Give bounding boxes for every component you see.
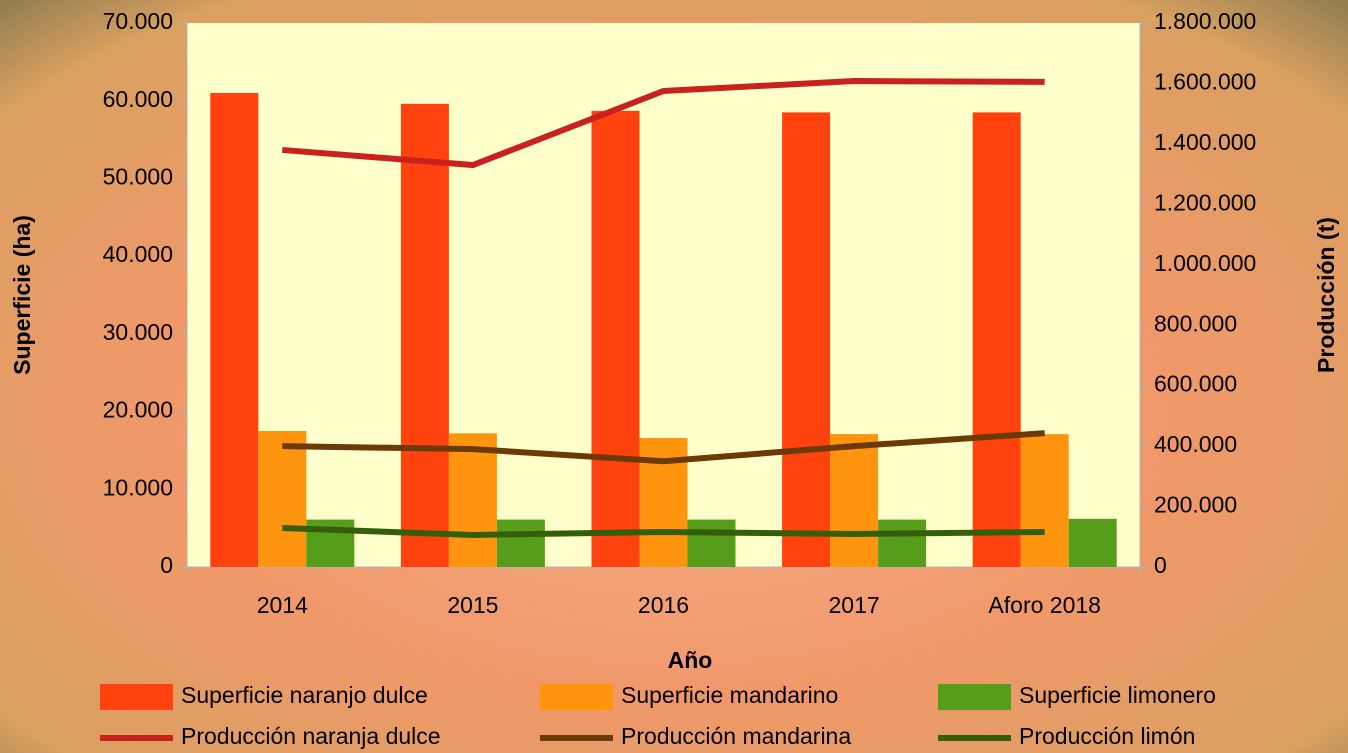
- bar: [1069, 519, 1117, 567]
- y-tick-label: 40.000: [103, 241, 173, 267]
- y2-tick-label: 200.000: [1154, 492, 1237, 518]
- legend-label: Superficie mandarino: [621, 682, 838, 708]
- x-tick-label: Aforo 2018: [988, 592, 1101, 618]
- y-axis-title: Superficie (ha): [9, 215, 35, 375]
- legend-swatch: [100, 684, 173, 710]
- bar: [592, 111, 640, 567]
- y-tick-label: 70.000: [103, 8, 173, 34]
- y-tick-label: 20.000: [103, 397, 173, 423]
- bar: [973, 112, 1021, 567]
- legend-label: Superficie naranjo dulce: [181, 682, 428, 708]
- y2-tick-label: 0: [1154, 552, 1167, 578]
- bar: [688, 520, 736, 567]
- bar: [497, 520, 545, 567]
- bar: [401, 104, 449, 567]
- y2-tick-label: 1.000.000: [1154, 250, 1256, 276]
- x-tick-label: 2015: [447, 592, 498, 618]
- legend-swatch: [938, 684, 1011, 710]
- y2-tick-label: 400.000: [1154, 431, 1237, 457]
- legend-label: Producción naranja dulce: [181, 723, 441, 749]
- y-tick-label: 0: [160, 552, 173, 578]
- y-tick-label: 50.000: [103, 164, 173, 190]
- x-tick-label: 2014: [257, 592, 308, 618]
- y2-tick-label: 800.000: [1154, 310, 1237, 336]
- bar: [782, 112, 830, 567]
- legend-swatch: [540, 684, 613, 710]
- x-axis-title: Año: [668, 647, 713, 673]
- x-tick-label: 2016: [638, 592, 689, 618]
- legend-label: Producción limón: [1019, 723, 1195, 749]
- y2-tick-label: 1.200.000: [1154, 189, 1256, 215]
- y2-tick-label: 1.600.000: [1154, 69, 1256, 95]
- legend-label: Superficie limonero: [1019, 682, 1216, 708]
- bar: [1021, 434, 1069, 567]
- y2-tick-label: 1.800.000: [1154, 8, 1256, 34]
- y-tick-label: 60.000: [103, 86, 173, 112]
- y-tick-label: 30.000: [103, 319, 173, 345]
- y-tick-label: 10.000: [103, 474, 173, 500]
- bar: [830, 434, 878, 567]
- y2-axis-title: Producción (t): [1313, 217, 1339, 373]
- y2-tick-label: 600.000: [1154, 371, 1237, 397]
- bar: [449, 433, 497, 567]
- page: {"chart_data": { "type": "bar", "x_label…: [0, 0, 1348, 753]
- x-tick-label: 2017: [829, 592, 880, 618]
- bar: [258, 431, 306, 567]
- y2-tick-label: 1.400.000: [1154, 129, 1256, 155]
- bar: [878, 520, 926, 567]
- bar: [210, 93, 258, 567]
- legend-label: Producción mandarina: [621, 723, 851, 749]
- chart: Año Superficie (ha) Producción (t) 0 10.0…: [0, 0, 1348, 753]
